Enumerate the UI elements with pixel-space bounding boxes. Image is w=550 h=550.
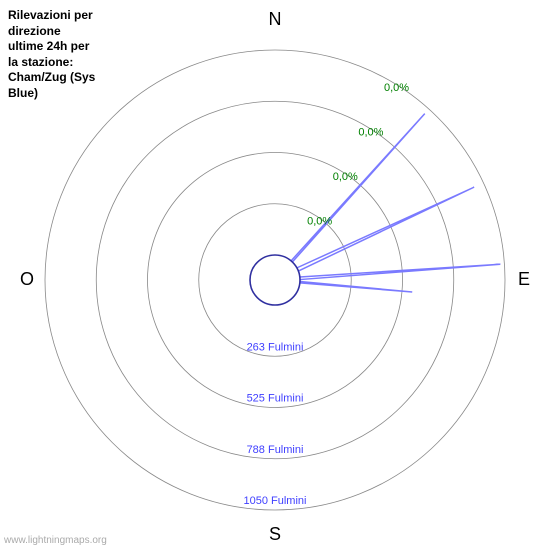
- ring-label: 263 Fulmini: [247, 341, 304, 353]
- footer-credit: www.lightningmaps.org: [4, 535, 107, 546]
- rose-petal: [300, 282, 412, 292]
- polar-chart: 263 Fulmini 525 Fulmini 788 Fulmini 1050 Fu…: [0, 0, 550, 550]
- compass-S: S: [269, 524, 281, 544]
- ring-label: 788 Fulmini: [247, 444, 304, 456]
- ring-label: 525 Fulmini: [247, 393, 304, 405]
- compass-N: N: [269, 9, 282, 29]
- center-circle: [250, 255, 300, 305]
- rose-petal: [300, 264, 501, 279]
- pct-label: 0,0%: [358, 127, 383, 139]
- pct-label: 0,0%: [307, 215, 332, 227]
- pct-label: 0,0%: [333, 171, 358, 183]
- rose-petal: [297, 187, 474, 271]
- compass-E: E: [518, 269, 530, 289]
- compass-O: O: [20, 269, 34, 289]
- pct-label: 0,0%: [384, 82, 409, 94]
- ring-label: 1050 Fulmini: [244, 495, 307, 507]
